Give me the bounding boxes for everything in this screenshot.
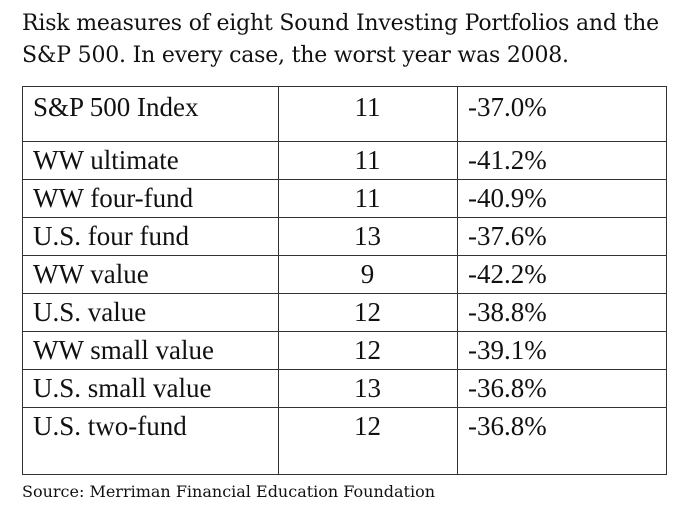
portfolio-name: U.S. four fund	[33, 221, 189, 251]
portfolio-value: 13	[354, 373, 381, 403]
worst-year-return: -38.8%	[468, 297, 547, 327]
portfolio-name: U.S. small value	[33, 373, 212, 403]
row-divider	[23, 407, 666, 408]
table-row: U.S. value 12 -38.8%	[23, 294, 666, 332]
worst-year-return: -37.6%	[468, 221, 547, 251]
table-row: WW value 9 -42.2%	[23, 256, 666, 294]
table-row: U.S. four fund 13 -37.6%	[23, 218, 666, 256]
row-divider	[23, 141, 666, 142]
table-row: U.S. small value 13 -36.8%	[23, 370, 666, 408]
worst-year-return: -36.8%	[468, 411, 547, 441]
table-caption: Risk measures of eight Sound Investing P…	[22, 8, 694, 72]
worst-year-return: -37.0%	[468, 92, 547, 122]
portfolio-value: 12	[354, 297, 381, 327]
column-divider	[457, 87, 458, 474]
table-row: WW four-fund 11 -40.9%	[23, 180, 666, 218]
portfolio-value: 11	[354, 92, 381, 122]
portfolio-name: WW ultimate	[33, 145, 179, 175]
portfolio-value: 12	[354, 411, 381, 441]
source-note: Source: Merriman Financial Education Fou…	[22, 482, 436, 501]
worst-year-return: -42.2%	[468, 259, 547, 289]
row-divider	[23, 179, 666, 180]
worst-year-return: -41.2%	[468, 145, 547, 175]
row-divider	[23, 331, 666, 332]
row-divider	[23, 255, 666, 256]
row-divider	[23, 369, 666, 370]
row-divider	[23, 293, 666, 294]
portfolio-name: U.S. value	[33, 297, 147, 327]
caption-line-1: Risk measures of eight Sound Investing P…	[22, 11, 659, 36]
portfolio-value: 13	[354, 221, 381, 251]
portfolio-value: 11	[354, 183, 381, 213]
worst-year-return: -40.9%	[468, 183, 547, 213]
table-row: U.S. two-fund 12 -36.8%	[23, 408, 666, 444]
worst-year-return: -36.8%	[468, 373, 547, 403]
column-divider	[278, 87, 279, 474]
portfolio-name: WW four-fund	[33, 183, 194, 213]
portfolio-name: U.S. two-fund	[33, 411, 187, 441]
portfolio-value: 9	[360, 259, 375, 289]
table-row: WW small value 12 -39.1%	[23, 332, 666, 370]
portfolio-name: WW value	[33, 259, 149, 289]
table-row-benchmark: S&P 500 Index 11 -37.0%	[23, 89, 666, 142]
risk-table: S&P 500 Index 11 -37.0% WW ultimate 11 -…	[22, 86, 667, 475]
caption-line-2: S&P 500. In every case, the worst year w…	[22, 43, 569, 68]
portfolio-name: S&P 500 Index	[33, 92, 199, 122]
worst-year-return: -39.1%	[468, 335, 547, 365]
portfolio-name: WW small value	[33, 335, 214, 365]
table-row: WW ultimate 11 -41.2%	[23, 142, 666, 180]
portfolio-value: 12	[354, 335, 381, 365]
portfolio-value: 11	[354, 145, 381, 175]
row-divider	[23, 217, 666, 218]
